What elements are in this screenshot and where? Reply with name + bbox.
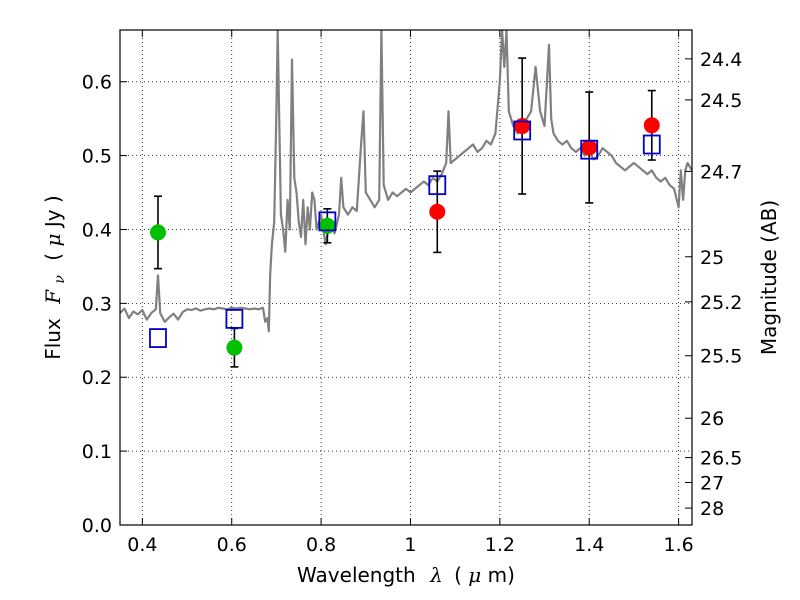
y-tick-label: 0.2 [82,367,112,389]
model-point [318,211,337,232]
x-tick-label: 1.2 [485,534,515,556]
y-tick-label: 0.3 [82,293,112,315]
model-point [642,134,661,155]
y-axis-label-symbol: F [41,289,65,305]
model-point [428,175,447,196]
model-point [225,308,244,329]
y-axis-label-symbol-sub: ν [52,275,68,284]
data-point [226,339,243,356]
y-tick-label: 0.5 [82,146,112,168]
y-tick-label: 0.0 [82,515,112,537]
x-axis-label-unit-mu: μ [468,563,481,587]
y-axis-label: Flux F ν ( μ Jy ) [41,195,69,360]
x-tick-label: 1 [404,534,416,556]
y-axis-label-text: Flux [41,318,65,360]
y2-tick-label: 24.5 [700,90,742,112]
y-axis-label-unit-rest: Jy ) [41,195,65,229]
data-point [149,224,166,241]
y-tick-label: 0.1 [82,441,112,463]
data-point [429,203,446,220]
x-axis-label-symbol: λ [429,563,443,587]
y2-tick-label: 26.5 [700,448,742,470]
x-tick-label: 1.6 [663,534,693,556]
y2-tick-label: 24.7 [700,161,742,183]
y2-tick-label: 25 [700,247,724,269]
x-tick-label: 1.4 [574,534,604,556]
y-axis-label-unit-open: ( [41,247,65,261]
x-tick-label: 0.8 [306,534,336,556]
y-tick-label: 0.4 [82,219,112,241]
x-tick-label: 0.4 [127,534,157,556]
spectrum-series [120,30,692,333]
tick-labels: 0.4 0.6 0.8 1 1.2 1.4 1.6 0.0 0.1 0.2 0.3 0.4 0.5 0.6… [82,49,743,556]
model-point [513,120,532,141]
y2-tick-label: 24.4 [700,49,742,71]
plot-frame [119,29,693,526]
model-point [580,139,599,160]
data-point [581,139,598,156]
model-point [149,328,167,348]
y-axis-label-unit-mu: μ [41,234,65,247]
axis-ticks [120,30,692,526]
errorbars [153,57,656,368]
y2-tick-label: 25.2 [700,292,742,314]
y2-tick-label: 28 [700,498,724,520]
data-points [149,117,661,356]
y2-tick-label: 25.5 [700,346,742,368]
data-point [643,117,660,134]
y2-tick-label: 26 [700,408,724,430]
grid [120,30,692,525]
y-tick-label: 0.6 [82,72,112,94]
x-tick-label: 0.6 [217,534,247,556]
x-axis-label-text: Wavelength [297,563,416,587]
spectrum-line [120,30,692,333]
x-axis-label-unit-rest: m) [488,563,515,587]
x-axis-label: Wavelength λ ( μ m) [297,563,515,587]
y2-axis-label: Magnitude (AB) [757,200,781,355]
x-axis-label-unit-open: ( [454,563,462,587]
y2-tick-label: 27 [700,472,724,494]
